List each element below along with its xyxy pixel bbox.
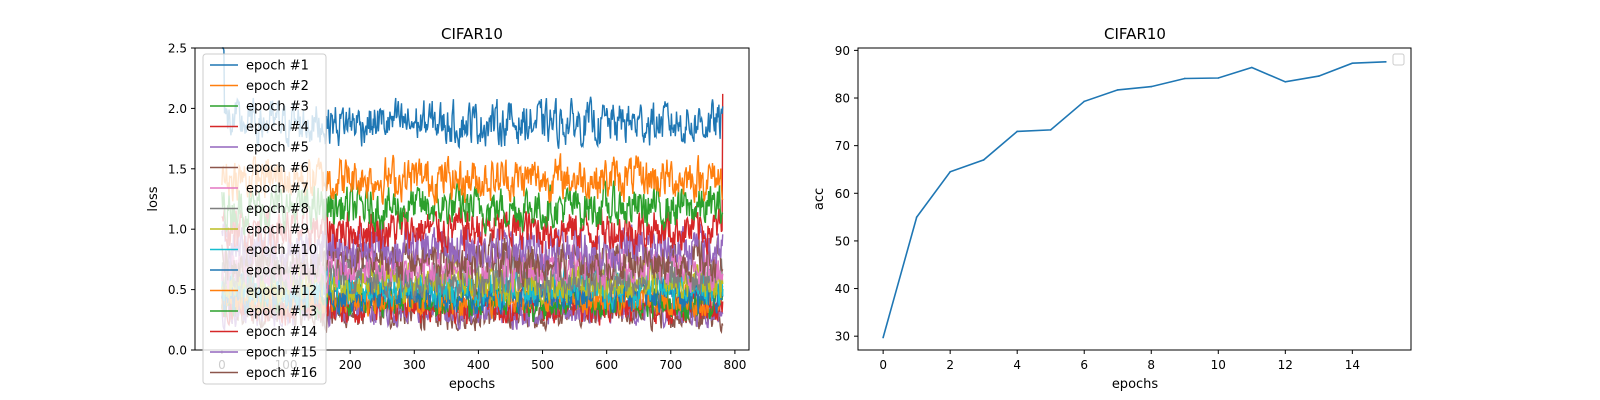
x-tick-label: 0: [879, 358, 887, 372]
y-tick-label: 80: [835, 92, 850, 106]
accuracy-data-point: [1318, 75, 1320, 77]
y-tick-label: 1.5: [168, 162, 187, 176]
legend-entry: epoch #3: [246, 100, 309, 115]
y-tick-label: 0.5: [168, 283, 187, 297]
x-tick-label: 4: [1013, 358, 1021, 372]
accuracy-x-axis-label: epochs: [1112, 377, 1159, 392]
loss-y-ticks: 0.0 0.5 1.0 1.5 2.0 2.5: [168, 42, 195, 358]
x-tick-label: 400: [467, 358, 490, 372]
accuracy-series-line: [882, 61, 1386, 338]
x-tick-label: 600: [595, 358, 618, 372]
accuracy-data-point: [882, 336, 884, 339]
loss-chart-title: CIFAR10: [441, 25, 503, 43]
x-tick-label: 2: [946, 358, 954, 372]
x-tick-label: 6: [1080, 358, 1088, 372]
x-tick-label: 500: [531, 358, 554, 372]
legend-entry: epoch #14: [246, 325, 317, 340]
legend-entry: epoch #16: [246, 366, 317, 381]
accuracy-data-point: [949, 171, 951, 173]
accuracy-data-point: [1083, 100, 1086, 103]
accuracy-series-lines: [882, 61, 1387, 339]
accuracy-data-point: [1150, 85, 1153, 88]
legend-entry: epoch #7: [246, 182, 309, 197]
legend-entry: epoch #2: [246, 79, 309, 94]
accuracy-data-point: [1351, 62, 1354, 65]
x-tick-label: 800: [723, 358, 746, 372]
y-tick-label: 70: [835, 139, 850, 153]
y-tick-label: 30: [835, 330, 850, 344]
accuracy-data-point: [915, 216, 918, 218]
y-tick-label: 0.0: [168, 344, 187, 358]
y-tick-label: 60: [835, 187, 850, 201]
x-tick-label: 200: [339, 358, 362, 372]
accuracy-data-point: [1251, 66, 1253, 69]
legend-entry: epoch #5: [246, 141, 309, 156]
y-tick-label: 90: [835, 44, 850, 58]
x-tick-label: 700: [659, 358, 682, 372]
accuracy-data-point: [1183, 77, 1186, 80]
x-tick-label: 12: [1278, 358, 1293, 372]
loss-y-axis-label: loss: [146, 186, 161, 211]
loss-chart: CIFAR10 0100200300400500600700800 0.00.5…: [146, 25, 750, 392]
accuracy-chart-title: CIFAR10: [1104, 25, 1166, 43]
accuracy-legend-box: [1392, 53, 1405, 66]
accuracy-y-ticks: 30 40 50 60 70 80 90: [835, 44, 858, 344]
loss-x-axis-label: epochs: [449, 377, 496, 392]
legend-entry: epoch #9: [246, 223, 309, 238]
legend-entry: epoch #15: [246, 346, 317, 361]
legend-entry: epoch #11: [246, 264, 317, 279]
legend-entry: epoch #4: [246, 120, 309, 135]
y-tick-label: 40: [835, 282, 850, 296]
x-tick-label: 10: [1211, 358, 1226, 372]
accuracy-data-point: [1116, 89, 1119, 91]
loss-plot-frame: [194, 47, 750, 351]
loss-legend: epoch #1 epoch #2 epoch #3 epoch #4 epoch #5…: [202, 53, 327, 385]
y-tick-label: 2.0: [168, 102, 187, 116]
loss-legend-items: epoch #1 epoch #2 epoch #3 epoch #4 epoch #5…: [210, 59, 317, 381]
legend-entry: epoch #1: [246, 59, 309, 74]
legend-entry: epoch #10: [246, 243, 317, 258]
accuracy-data-point: [1049, 129, 1052, 131]
legend-entry: epoch #6: [246, 161, 309, 176]
y-tick-label: 50: [835, 234, 850, 248]
accuracy-chart: CIFAR10 0 2 4 6 8 10 12 14 30 40 50 60 70 80 90 epoch…: [812, 25, 1412, 392]
x-tick-label: 8: [1147, 358, 1155, 372]
accuracy-x-ticks: 0 2 4 6 8 10 12 14: [879, 350, 1360, 372]
accuracy-y-axis-label: acc: [812, 188, 827, 210]
accuracy-plot-frame: [857, 47, 1412, 351]
legend-entry: epoch #8: [246, 202, 309, 217]
accuracy-data-point: [1284, 81, 1287, 83]
accuracy-data-point: [1385, 61, 1387, 63]
y-tick-label: 2.5: [168, 42, 187, 56]
accuracy-data-point: [982, 159, 985, 161]
y-tick-label: 1.0: [168, 223, 187, 237]
accuracy-data-point: [1217, 77, 1220, 79]
accuracy-data-point: [1016, 130, 1018, 133]
legend-entry: epoch #12: [246, 284, 317, 299]
x-tick-label: 14: [1345, 358, 1360, 372]
legend-entry: epoch #13: [246, 305, 317, 320]
x-tick-label: 300: [403, 358, 426, 372]
loss-legend-box: [202, 53, 327, 385]
